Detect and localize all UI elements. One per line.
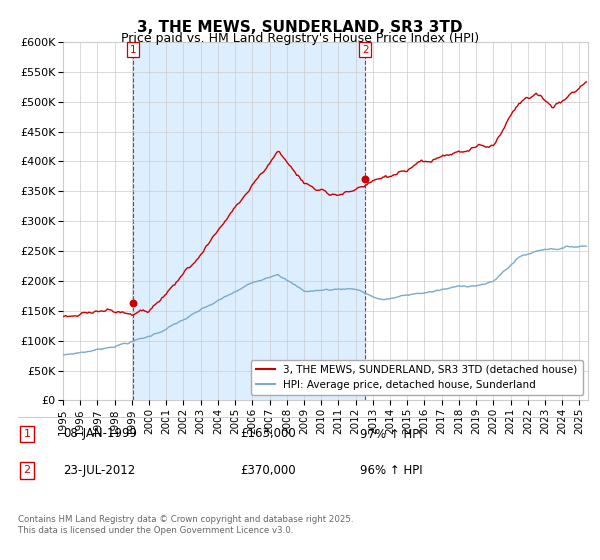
Text: 1: 1: [130, 44, 136, 54]
Text: Contains HM Land Registry data © Crown copyright and database right 2025.
This d: Contains HM Land Registry data © Crown c…: [18, 515, 353, 535]
Text: 3, THE MEWS, SUNDERLAND, SR3 3TD: 3, THE MEWS, SUNDERLAND, SR3 3TD: [137, 20, 463, 35]
Text: 1: 1: [23, 429, 31, 439]
Bar: [133, 42, 365, 400]
Text: 96% ↑ HPI: 96% ↑ HPI: [360, 464, 422, 477]
Point: [360, 175, 370, 184]
Text: Price paid vs. HM Land Registry's House Price Index (HPI): Price paid vs. HM Land Registry's House …: [121, 32, 479, 45]
Text: £370,000: £370,000: [240, 464, 296, 477]
Legend: 3, THE MEWS, SUNDERLAND, SR3 3TD (detached house), HPI: Average price, detached : 3, THE MEWS, SUNDERLAND, SR3 3TD (detach…: [251, 360, 583, 395]
Text: 08-JAN-1999: 08-JAN-1999: [63, 427, 137, 441]
Text: £163,000: £163,000: [240, 427, 296, 441]
Text: 2: 2: [362, 44, 368, 54]
Text: 2: 2: [23, 465, 31, 475]
Point: [128, 298, 137, 307]
Text: 97% ↑ HPI: 97% ↑ HPI: [360, 427, 422, 441]
Text: 23-JUL-2012: 23-JUL-2012: [63, 464, 135, 477]
